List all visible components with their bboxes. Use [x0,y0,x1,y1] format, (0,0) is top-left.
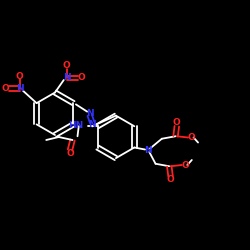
Text: O: O [78,74,85,82]
Text: O: O [188,133,196,142]
Text: O: O [182,160,189,170]
Text: O: O [66,149,74,158]
Text: N: N [144,146,152,154]
Text: O: O [63,61,71,70]
Text: O: O [173,118,181,127]
Text: N: N [16,84,24,93]
Text: HN: HN [68,121,83,130]
Text: N: N [88,120,96,129]
Text: O: O [16,72,24,80]
Text: O: O [2,84,9,93]
Text: N: N [63,74,70,82]
Text: N: N [86,108,94,118]
Text: O: O [167,176,174,184]
